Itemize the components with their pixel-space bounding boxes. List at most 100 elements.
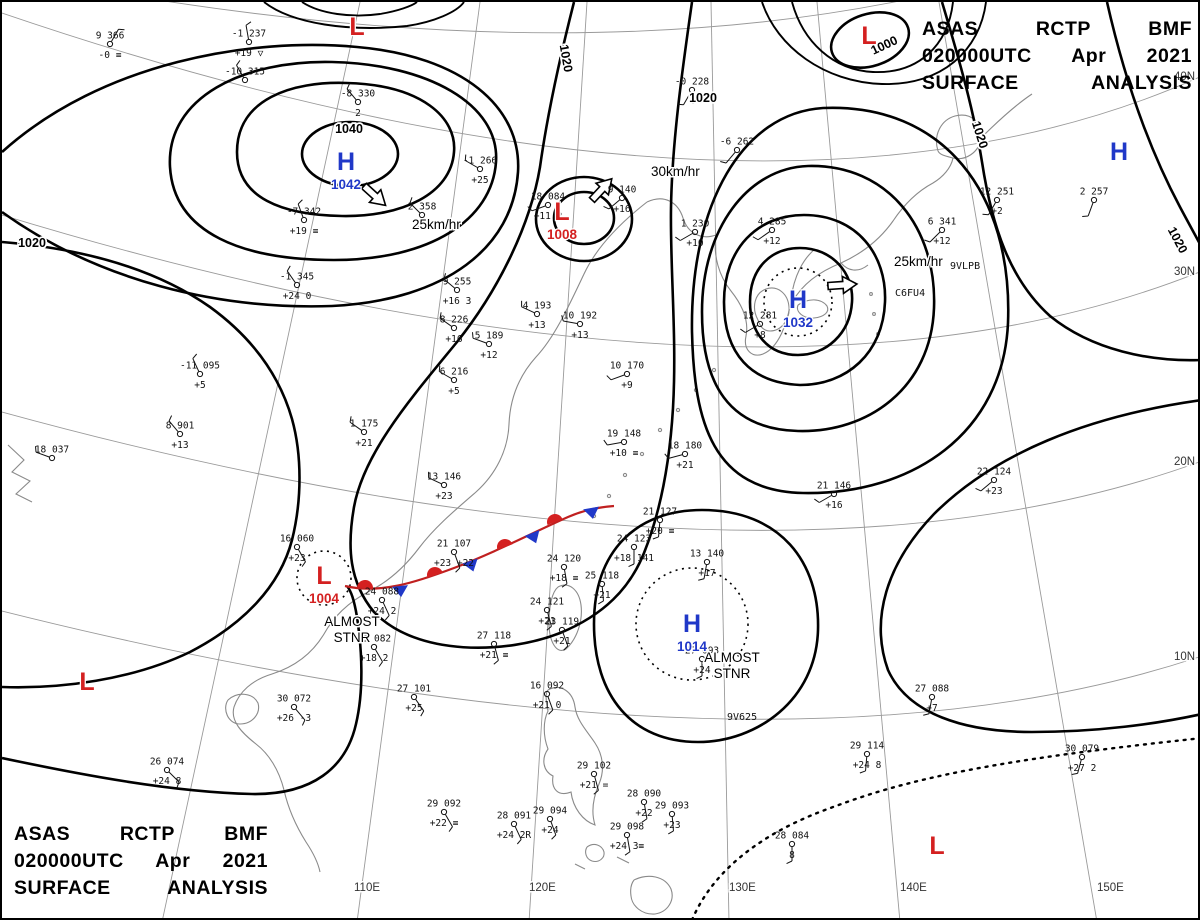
wind-barb [192,358,200,372]
isobar-low-1008-outer [534,175,634,263]
isobar-1000-ring [829,11,911,69]
station-plot: 18 084 +11 2 [527,192,565,222]
svg-text:+10: +10 [686,238,703,249]
coastline-china-vietnam [232,201,648,873]
coastline-visayas [616,856,630,864]
station-plot: 24 088 +24 2 [365,587,399,621]
svg-text:1042: 1042 [331,177,361,192]
parallel [2,610,1198,720]
pressure-center-H: H [1109,137,1130,168]
svg-text:1032: 1032 [783,315,813,330]
coastline-bohai [646,198,717,238]
svg-text:12 251: 12 251 [980,187,1015,198]
station-plot: 6 341 +12 [924,217,957,247]
wind-barb [445,814,453,827]
meridian [710,2,730,918]
wind-barb [980,481,993,492]
motions-layer: 25km/hr30km/hr25km/hrALMOSTSTNRALMOSTSTN… [323,163,945,683]
wind-barb [286,270,296,283]
meridian [528,2,588,918]
wind-barb [703,564,707,579]
station-plot: 2 358 -2 [408,197,437,232]
svg-text:30 072: 30 072 [277,694,311,705]
svg-text:+16: +16 [613,204,630,215]
isobar-low-ne [791,2,954,73]
product-id: ASAS RCTP BMF [14,823,268,845]
station-plot: 27 101 +25 [397,684,431,717]
wind-barb [757,231,770,241]
low-1004-dashed-ring [296,550,352,606]
wind-barb [547,696,554,711]
svg-text:8: 8 [789,850,795,861]
title-block-bottom: ASAS RCTP BMF 020000UTC Apr 2021 SURFACE… [14,821,268,902]
svg-text:+23: +23 [663,820,680,831]
svg-text:H: H [337,148,355,176]
station-plot: 27 088 +7 [915,684,949,716]
wind-barb [745,325,758,333]
front-cold-symbol [392,585,408,597]
front-warm-symbol [427,567,443,578]
ship-callsign: 9VLPB [950,261,980,272]
meridian [816,2,901,918]
svg-text:+5: +5 [194,380,205,391]
wind-barb [346,88,357,101]
station-plot: 1 230 +10 [675,219,710,249]
wind-barb [819,495,832,503]
ship-callsign: C6FU4 [895,288,925,299]
station-plot: 6 216 +5 [438,365,469,397]
front-cold-symbol [524,530,540,544]
svg-text:24 121: 24 121 [530,597,565,608]
station-plot: 30 072 +26 -3 [277,694,311,726]
high-1014-dashed-ring [635,567,749,681]
wind-barb [683,92,691,105]
svg-text:26 074: 26 074 [150,757,185,768]
pressure-center-L: L [78,667,96,698]
wind-barb [601,586,604,601]
svg-text:+27 2: +27 2 [1068,763,1097,774]
svg-text:28 090: 28 090 [627,789,662,800]
svg-text:+21 =: +21 = [580,780,609,791]
wind-barb [415,699,425,712]
svg-text:12 281: 12 281 [743,311,778,322]
isobar-label: 1020 [689,91,717,105]
station-plot: 29 114 +24 8 [850,741,884,774]
svg-text:+13: +13 [171,440,188,451]
latitude-label: 20N [1174,456,1195,468]
svg-text:2 257: 2 257 [1080,187,1109,198]
wind-barb [236,65,244,78]
svg-text:-1 345: -1 345 [280,272,314,283]
wind-barb [563,320,578,324]
wind-barb [35,451,50,458]
wind-barb [562,632,569,647]
svg-text:+16 3: +16 3 [443,296,472,307]
svg-text:4 193: 4 193 [523,301,552,312]
wind-barb [1077,759,1082,774]
svg-text:H: H [683,610,701,638]
movement-speed-label: 25km/hr [894,254,943,269]
parallel [2,214,1198,348]
svg-text:13 146: 13 146 [427,472,462,483]
svg-text:-7 342: -7 342 [287,207,321,218]
station-plot: -7 342 +19 ≡ [287,199,321,237]
svg-text:29 093: 29 093 [655,801,689,812]
svg-text:L: L [79,668,94,696]
station-plot: 29 098 +24 3≡ [610,822,644,856]
svg-text:22 124: 22 124 [977,467,1012,478]
front-cold-symbol [462,558,478,572]
wind-barb [607,442,622,446]
station-plot: 1 175 +21 [349,416,378,449]
longitude-label: 130E [729,882,756,894]
svg-text:L: L [349,13,364,41]
isobar-southwest [2,585,363,796]
pressure-center-L: L [860,21,878,52]
station-plot: 29 093 +23 [655,801,689,835]
svg-text:-2: -2 [416,221,427,232]
station-plot: 9 366 -0 ≡ [96,28,125,61]
station-plot: -11 095 +5 [180,353,220,391]
svg-text:+24 8: +24 8 [853,760,882,771]
station-plot: 18 037 [35,445,69,462]
svg-text:-6 262: -6 262 [720,137,754,148]
product-id: ASAS RCTP BMF [922,18,1192,40]
